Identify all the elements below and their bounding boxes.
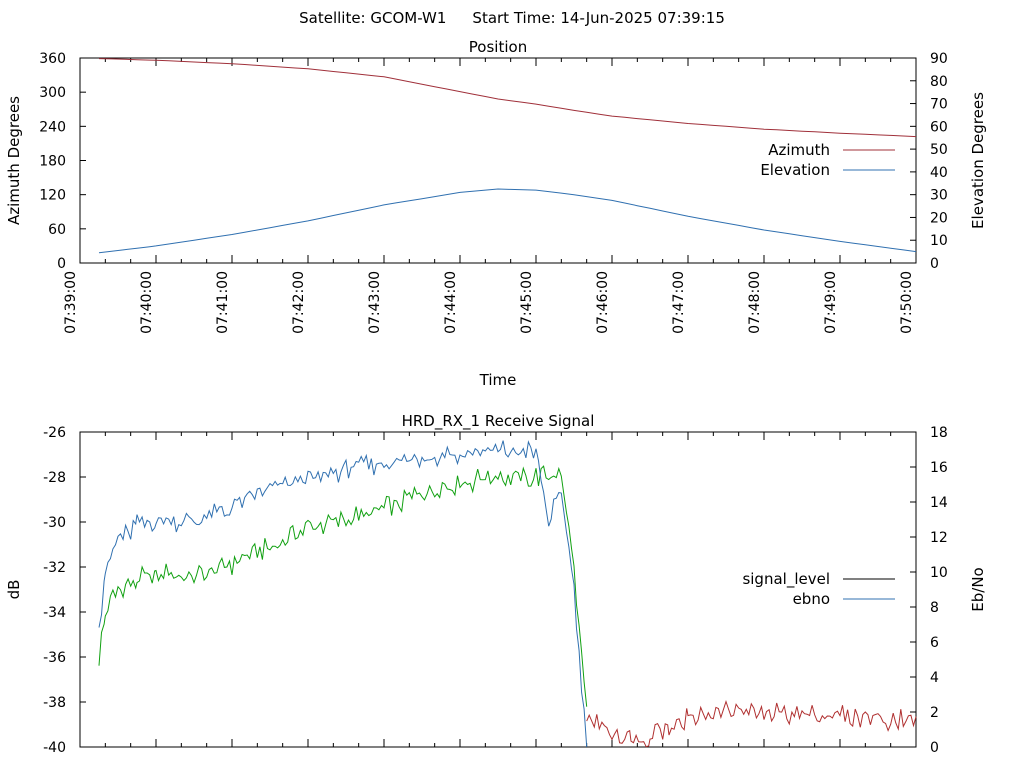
series-line-signal-level xyxy=(586,700,917,748)
y2-tick-label: 90 xyxy=(930,51,948,67)
y-tick-label: 300 xyxy=(39,85,66,101)
y-tick-label: -40 xyxy=(43,740,66,756)
y2-axis-label: Elevation Degrees xyxy=(969,92,987,229)
x-tick-label: 07:42:00 xyxy=(291,271,307,334)
y2-tick-label: 60 xyxy=(930,119,948,135)
y-axis-label: Azimuth Degrees xyxy=(5,96,23,225)
y2-tick-label: 14 xyxy=(930,495,948,511)
y2-tick-label: 10 xyxy=(930,233,948,249)
legend-label: signal_level xyxy=(742,570,830,589)
x-tick-label: 07:50:00 xyxy=(899,271,915,334)
chart-title: HRD_RX_1 Receive Signal xyxy=(402,412,595,431)
satellite-label: Satellite: GCOM-W1 xyxy=(299,9,446,27)
y2-tick-label: 2 xyxy=(930,705,939,721)
y-tick-label: -30 xyxy=(43,515,66,531)
x-tick-label: 07:48:00 xyxy=(747,271,763,334)
start-time-label: Start Time: 14-Jun-2025 07:39:15 xyxy=(472,9,724,27)
y2-tick-label: 50 xyxy=(930,142,948,158)
y2-tick-label: 4 xyxy=(930,670,939,686)
y2-tick-label: 8 xyxy=(930,600,939,616)
y2-tick-label: 80 xyxy=(930,74,948,90)
series-line-ebno xyxy=(98,440,588,748)
x-tick-label: 07:49:00 xyxy=(823,271,839,334)
y-tick-label: 360 xyxy=(39,51,66,67)
y2-tick-label: 20 xyxy=(930,210,948,226)
y-tick-label: -26 xyxy=(43,425,66,441)
y2-tick-label: 16 xyxy=(930,460,948,476)
series-line-elevation xyxy=(98,188,917,254)
legend-label: Elevation xyxy=(760,161,830,179)
series-line-azimuth xyxy=(98,58,917,138)
y2-tick-label: 0 xyxy=(930,740,939,756)
y2-tick-label: 40 xyxy=(930,165,948,181)
chart-2: HRD_RX_1 Receive Signal -40 -38 -36 -34 -32 -3… xyxy=(5,412,987,756)
plot-frame xyxy=(79,431,917,748)
x-axis-label: Time xyxy=(479,371,517,389)
y2-tick-label: 10 xyxy=(930,565,948,581)
legend-label: Azimuth xyxy=(768,141,830,159)
y-tick-label: 180 xyxy=(39,154,66,170)
series-line-signal-level xyxy=(98,465,588,707)
x-tick-label: 07:44:00 xyxy=(443,271,459,334)
chart-title: Position xyxy=(469,38,527,56)
y2-tick-label: 70 xyxy=(930,97,948,113)
legend-label: ebno xyxy=(793,590,830,608)
y-tick-label: 0 xyxy=(57,256,66,272)
y-axis-label: dB xyxy=(5,580,23,600)
y-tick-label: 240 xyxy=(39,119,66,135)
chart-header: Satellite: GCOM-W1 Start Time: 14-Jun-202… xyxy=(299,9,725,27)
y-tick-label: -38 xyxy=(43,695,66,711)
y2-tick-label: 18 xyxy=(930,425,948,441)
plots-layer: Position06012018024030036001020304050607… xyxy=(5,38,987,756)
y-tick-label: -32 xyxy=(43,560,66,576)
y2-axis-label: Eb/No xyxy=(969,567,987,611)
y-tick-label: -36 xyxy=(43,650,66,666)
x-tick-label: 07:46:00 xyxy=(595,271,611,334)
y2-tick-label: 6 xyxy=(930,635,939,651)
y-tick-label: -28 xyxy=(43,470,66,486)
x-tick-label: 07:43:00 xyxy=(367,271,383,334)
y2-tick-label: 12 xyxy=(930,530,948,546)
chart-1: Position 0 60 120 180 240 300 360 0 10 20 30 40 50 60 7… xyxy=(5,38,987,389)
y2-tick-label: 30 xyxy=(930,188,948,204)
y-tick-label: 60 xyxy=(48,222,66,238)
x-tick-label: 07:40:00 xyxy=(139,271,155,334)
x-tick-label: 07:41:00 xyxy=(215,271,231,334)
x-tick-label: 07:39:00 xyxy=(63,271,79,334)
y-tick-label: 120 xyxy=(39,188,66,204)
y2-tick-label: 0 xyxy=(930,256,939,272)
x-tick-label: 07:45:00 xyxy=(519,271,535,334)
x-tick-label: 07:47:00 xyxy=(671,271,687,334)
y-tick-label: -34 xyxy=(43,605,66,621)
